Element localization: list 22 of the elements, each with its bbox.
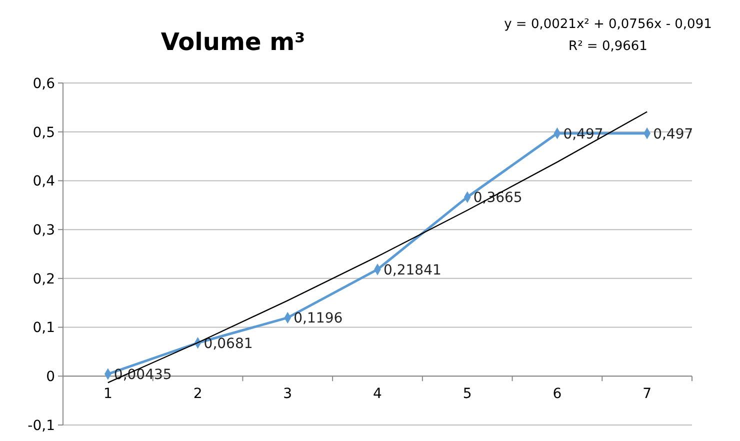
x-tick-label: 5 [462,386,472,402]
text: y = 0,0021x² + 0,0756x - 0,091 [504,17,712,32]
x-tick-label: 4 [373,386,382,402]
text: R² = 0,9661 [568,39,648,54]
data-label: 0,497 [653,126,694,142]
x-tick-label: 1 [103,386,112,402]
x-tick-label: 3 [283,386,292,402]
y-tick-label: 0,5 [32,124,55,141]
data-label: 0,0681 [204,336,253,352]
data-label: 0,1196 [294,310,343,327]
y-tick-label: 0,1 [32,320,55,336]
x-tick-label: 7 [642,386,652,402]
y-tick-label: -0,1 [28,418,55,434]
y-tick-label: 0,3 [32,222,55,238]
y-tick-label: 0,2 [32,271,55,288]
x-tick-label: 6 [552,386,562,402]
y-tick-label: 0 [46,369,55,386]
y-tick-label: 0,6 [32,76,56,92]
y-tick-label: 0,4 [32,174,56,190]
data-label: 0,21841 [384,262,442,278]
x-tick-label: 2 [193,386,202,402]
chart-title: Volume m³ [160,28,306,56]
